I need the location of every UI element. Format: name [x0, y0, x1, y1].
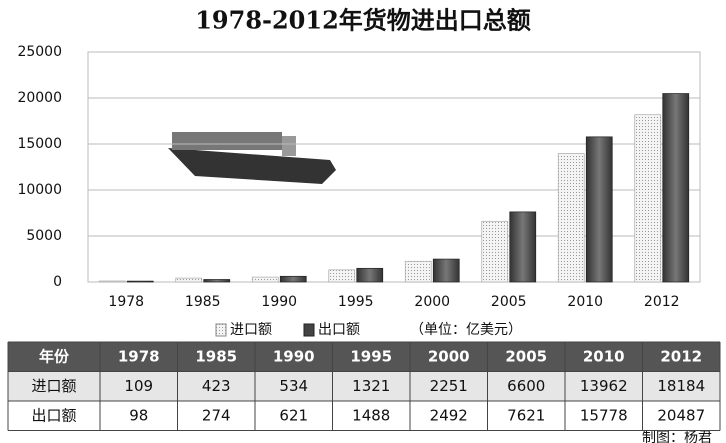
legend-label: 进口额	[230, 322, 272, 338]
x-tick-label: 2000	[414, 294, 450, 310]
bar	[586, 137, 612, 282]
table-header: 2012	[660, 347, 702, 365]
x-tick-label: 1985	[185, 294, 221, 310]
credit: 制图：杨君	[642, 430, 712, 443]
table-cell: 534	[279, 377, 308, 395]
table-row-label: 出口额	[31, 406, 76, 424]
x-tick-label: 1995	[338, 294, 374, 310]
table-cell: 18184	[657, 377, 705, 395]
x-tick-label: 1978	[108, 294, 144, 310]
bar	[99, 281, 125, 282]
bar	[204, 279, 230, 282]
bar	[127, 281, 153, 282]
bar	[510, 212, 536, 282]
y-tick-label: 10000	[17, 182, 62, 198]
bar	[280, 276, 306, 282]
bar	[357, 268, 383, 282]
table-header: 1990	[273, 347, 315, 365]
table-cell: 2251	[430, 377, 468, 395]
table-header: 2005	[505, 347, 547, 365]
bar	[433, 259, 459, 282]
table-cell: 20487	[657, 406, 705, 424]
x-tick-label: 2012	[644, 294, 680, 310]
table-header: 2010	[583, 347, 625, 365]
x-tick-label: 2005	[491, 294, 527, 310]
y-tick-label: 5000	[26, 228, 62, 244]
table-header: 1995	[350, 347, 392, 365]
table-cell: 13962	[580, 377, 628, 395]
y-tick-label: 20000	[17, 90, 62, 106]
table-cell: 1488	[352, 406, 390, 424]
bar	[482, 221, 508, 282]
table-cell: 2492	[430, 406, 468, 424]
x-tick-label: 2010	[567, 294, 603, 310]
table-cell: 274	[202, 406, 231, 424]
bar	[558, 154, 584, 282]
legend-swatch	[216, 324, 226, 336]
table-cell: 109	[124, 377, 153, 395]
bar	[635, 115, 661, 282]
table-cell: 6600	[507, 377, 545, 395]
table-header: 1985	[195, 347, 237, 365]
y-tick-label: 15000	[17, 136, 62, 152]
x-tick-label: 1990	[261, 294, 297, 310]
table-cell: 1321	[352, 377, 390, 395]
legend-swatch	[304, 324, 314, 336]
chart: 1978-2012年货物进出口总额 进口额 出口额 （单位：亿美元） 制图：杨君…	[0, 0, 726, 443]
table-row-label: 进口额	[31, 377, 76, 395]
legend-label: 出口额	[318, 322, 360, 338]
table-header: 2000	[428, 347, 470, 365]
bar	[663, 94, 689, 282]
y-tick-label: 0	[53, 274, 62, 290]
bar	[405, 261, 431, 282]
table-header: 年份	[39, 347, 70, 365]
bar	[252, 277, 278, 282]
bar	[176, 278, 202, 282]
table-cell: 7621	[507, 406, 545, 424]
unit-note: （单位：亿美元）	[410, 322, 522, 338]
table-header: 1978	[118, 347, 160, 365]
table-cell: 15778	[580, 406, 628, 424]
table-cell: 423	[202, 377, 231, 395]
chart-title: 1978-2012年货物进出口总额	[195, 6, 531, 35]
ship	[168, 132, 336, 184]
table-cell: 98	[129, 406, 148, 424]
bar	[329, 270, 355, 282]
y-tick-label: 25000	[17, 44, 62, 60]
table-cell: 621	[279, 406, 308, 424]
